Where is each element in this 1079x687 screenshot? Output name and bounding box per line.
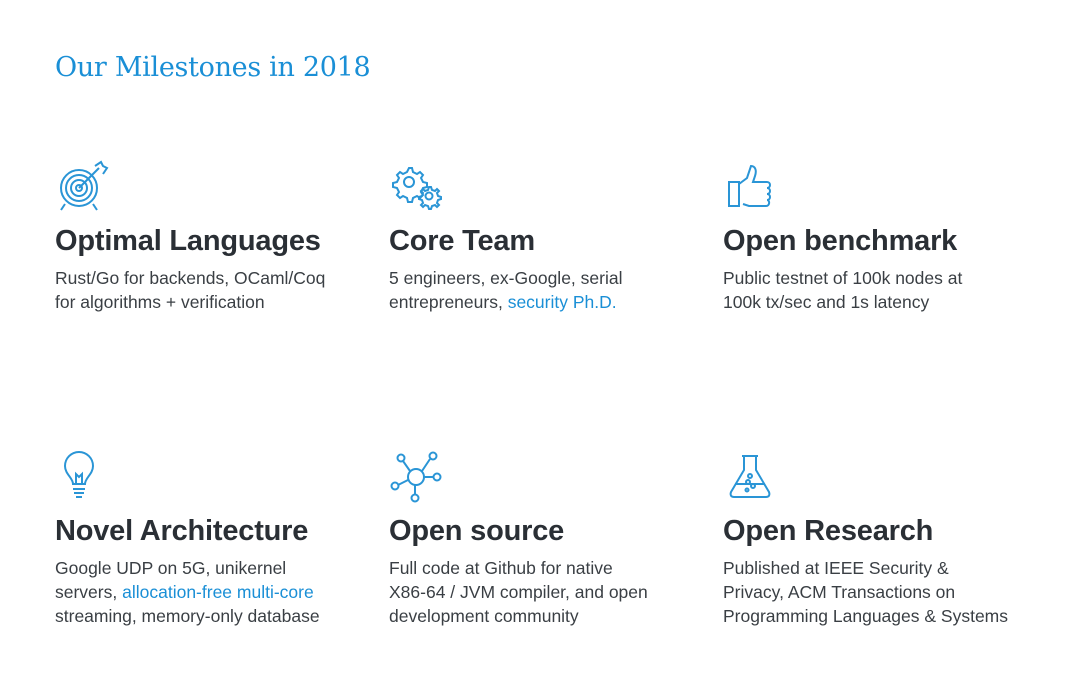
description-line: 5 engineers, ex-Google, serial bbox=[389, 266, 709, 290]
milestone-description: Published at IEEE Security & Privacy, ACM… bbox=[723, 556, 1043, 628]
milestone-description: Public testnet of 100k nodes at 100k tx/s… bbox=[723, 266, 1043, 314]
description-line: X86-64 / JVM compiler, and open bbox=[389, 580, 709, 604]
description-line: Published at IEEE Security & bbox=[723, 556, 1043, 580]
description-line: Public testnet of 100k nodes at bbox=[723, 266, 1043, 290]
description-line: Google UDP on 5G, unikernel bbox=[55, 556, 375, 580]
description-link[interactable]: security Ph.D. bbox=[507, 292, 617, 312]
description-text: 5 engineers, ex-Google, serial bbox=[389, 268, 623, 288]
description-text: for algorithms + verification bbox=[55, 292, 265, 312]
description-text: development community bbox=[389, 606, 579, 626]
description-text: Programming Languages & Systems bbox=[723, 606, 1008, 626]
milestone-heading: Core Team bbox=[389, 225, 535, 257]
milestone-heading: Open source bbox=[389, 515, 565, 547]
milestone-description: 5 engineers, ex-Google, serial entreprene… bbox=[389, 266, 709, 314]
description-text: streaming, memory-only database bbox=[55, 606, 320, 626]
milestone-heading: Open benchmark bbox=[723, 225, 958, 257]
network-icon bbox=[389, 450, 443, 504]
milestone-description: Rust/Go for backends, OCaml/Coq for algor… bbox=[55, 266, 375, 314]
milestone-heading: Open Research bbox=[723, 515, 934, 547]
milestone-card: Core Team 5 engineers, ex-Google, serial e… bbox=[389, 160, 709, 314]
description-line: for algorithms + verification bbox=[55, 290, 375, 314]
description-text: X86-64 / JVM compiler, and open bbox=[389, 582, 648, 602]
description-text: 100k tx/sec and 1s latency bbox=[723, 292, 930, 312]
flask-icon bbox=[723, 450, 777, 504]
description-text: Google UDP on 5G, unikernel bbox=[55, 558, 287, 578]
description-line: servers, allocation-free multi-core bbox=[55, 580, 375, 604]
description-text: Full code at Github for native bbox=[389, 558, 613, 578]
milestone-card: Optimal Languages Rust/Go for backends, O… bbox=[55, 160, 375, 314]
description-line: Programming Languages & Systems bbox=[723, 604, 1043, 628]
description-line: Privacy, ACM Transactions on bbox=[723, 580, 1043, 604]
description-text: Privacy, ACM Transactions on bbox=[723, 582, 956, 602]
description-text: Public testnet of 100k nodes at bbox=[723, 268, 963, 288]
description-text: Published at IEEE Security & bbox=[723, 558, 949, 578]
description-line: streaming, memory-only database bbox=[55, 604, 375, 628]
milestone-heading: Novel Architecture bbox=[55, 515, 309, 547]
page-title: Our Milestones in 2018 bbox=[55, 52, 371, 83]
description-line: Rust/Go for backends, OCaml/Coq bbox=[55, 266, 375, 290]
thumbs-up-icon bbox=[723, 160, 777, 214]
milestone-card: Open Research Published at IEEE Security … bbox=[723, 450, 1043, 628]
description-line: Full code at Github for native bbox=[389, 556, 709, 580]
milestone-card: Open benchmark Public testnet of 100k nod… bbox=[723, 160, 1043, 314]
milestone-card: Novel Architecture Google UDP on 5G, unik… bbox=[55, 450, 375, 628]
gears-icon bbox=[389, 160, 443, 214]
target-icon bbox=[55, 160, 109, 214]
description-text: entrepreneurs, bbox=[389, 292, 508, 312]
milestone-heading: Optimal Languages bbox=[55, 225, 321, 257]
milestone-card: Open source Full code at Github for nativ… bbox=[389, 450, 709, 628]
milestone-description: Full code at Github for native X86-64 / J… bbox=[389, 556, 709, 628]
milestone-description: Google UDP on 5G, unikernel servers, allo… bbox=[55, 556, 375, 628]
description-text: Rust/Go for backends, OCaml/Coq bbox=[55, 268, 326, 288]
description-link[interactable]: allocation-free multi-core bbox=[122, 582, 314, 602]
lightbulb-icon bbox=[55, 450, 109, 504]
description-line: development community bbox=[389, 604, 709, 628]
description-line: entrepreneurs, security Ph.D. bbox=[389, 290, 709, 314]
description-text: servers, bbox=[55, 582, 123, 602]
description-line: 100k tx/sec and 1s latency bbox=[723, 290, 1043, 314]
